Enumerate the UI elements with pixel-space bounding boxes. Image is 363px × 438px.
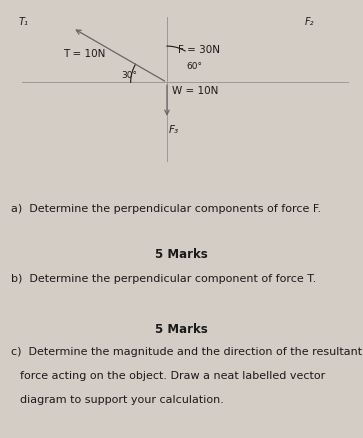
Text: b)  Determine the perpendicular component of force T.: b) Determine the perpendicular component…	[11, 274, 316, 284]
Text: 30°: 30°	[121, 71, 137, 80]
Text: 5 Marks: 5 Marks	[155, 247, 208, 261]
Text: T₁: T₁	[18, 17, 28, 27]
Text: 5 Marks: 5 Marks	[155, 322, 208, 335]
Text: c)  Determine the magnitude and the direction of the resultant: c) Determine the magnitude and the direc…	[11, 346, 362, 356]
Text: F₃: F₃	[169, 125, 179, 135]
Text: a)  Determine the perpendicular components of force F.: a) Determine the perpendicular component…	[11, 204, 321, 214]
Text: F₂: F₂	[305, 17, 314, 27]
Text: force acting on the object. Draw a neat labelled vector: force acting on the object. Draw a neat …	[20, 370, 325, 380]
Text: T = 10N: T = 10N	[64, 49, 106, 59]
Text: diagram to support your calculation.: diagram to support your calculation.	[20, 394, 224, 404]
Text: 60°: 60°	[186, 62, 202, 71]
Text: W = 10N: W = 10N	[172, 85, 219, 95]
Text: F = 30N: F = 30N	[178, 45, 220, 55]
